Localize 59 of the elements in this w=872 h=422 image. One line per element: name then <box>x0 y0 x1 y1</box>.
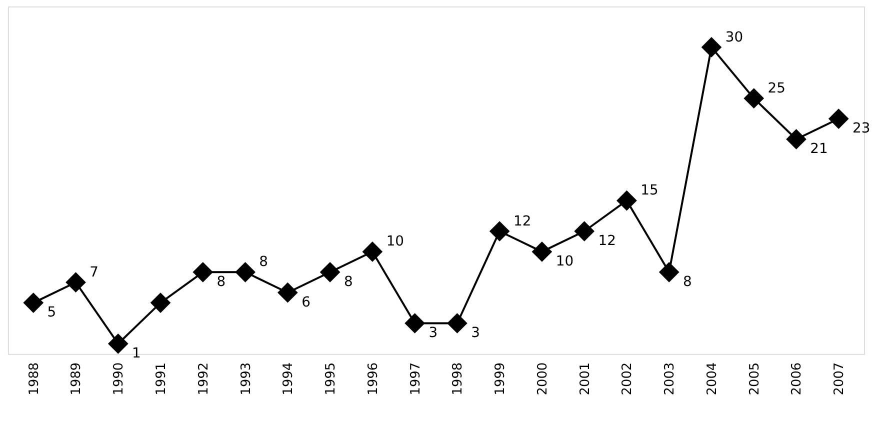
x-tick-label: 2002 <box>620 362 636 396</box>
x-tick-label: 1989 <box>69 362 84 396</box>
point <box>447 313 468 334</box>
x-tick-label: 1994 <box>281 362 296 396</box>
point <box>574 221 595 242</box>
point <box>404 313 425 334</box>
x-tick-label: 1993 <box>238 362 254 396</box>
x-tick-label: 1996 <box>366 362 381 396</box>
data-label: 8 <box>216 274 226 290</box>
data-label: 25 <box>768 80 786 96</box>
point <box>616 190 637 211</box>
point <box>362 242 383 262</box>
data-label: 3 <box>471 325 480 342</box>
data-label: 8 <box>683 274 692 290</box>
point <box>828 108 849 129</box>
x-tick-label: 1999 <box>493 362 508 396</box>
point <box>23 292 44 313</box>
point <box>701 37 722 58</box>
data-label: 15 <box>640 182 658 199</box>
data-label: 7 <box>90 264 99 280</box>
data-label: 6 <box>302 294 310 310</box>
x-tick-label: 1998 <box>450 362 466 396</box>
point <box>532 242 552 262</box>
point <box>786 129 806 150</box>
data-label: 12 <box>513 213 532 230</box>
x-tick-label: 1991 <box>154 362 169 396</box>
x-tick-label: 1990 <box>112 362 127 396</box>
data-label: 30 <box>725 29 744 46</box>
data-label: 12 <box>598 233 616 250</box>
x-tick-label: 1997 <box>408 362 424 396</box>
x-tick-label: 2001 <box>578 362 593 396</box>
x-tick-label: 2006 <box>790 362 805 396</box>
x-tick-label: 1992 <box>196 362 212 396</box>
point <box>320 262 340 282</box>
point <box>744 88 764 109</box>
point <box>66 272 86 293</box>
data-label: 5 <box>47 304 56 321</box>
data-label: 1 <box>132 346 141 362</box>
data-label: 21 <box>810 141 828 158</box>
data-label: 23 <box>852 120 870 137</box>
point <box>108 334 128 354</box>
point <box>192 262 214 282</box>
point <box>658 262 680 282</box>
data-label: 10 <box>556 254 574 270</box>
data-label: 3 <box>428 325 438 342</box>
x-tick-label: 2003 <box>662 362 678 396</box>
x-tick-label: 2000 <box>535 362 550 396</box>
x-tick-label: 1988 <box>26 362 42 396</box>
point <box>489 221 510 242</box>
x-tick-label: 1995 <box>324 362 339 396</box>
point <box>150 292 171 313</box>
x-tick-label: 2004 <box>704 362 720 396</box>
x-tick-label: 2007 <box>832 362 848 396</box>
data-label: 10 <box>386 234 404 250</box>
x-tick-label: 2005 <box>747 362 762 396</box>
data-label: 8 <box>259 254 268 270</box>
point <box>277 282 298 303</box>
data-label: 8 <box>344 274 353 290</box>
point <box>235 262 256 282</box>
